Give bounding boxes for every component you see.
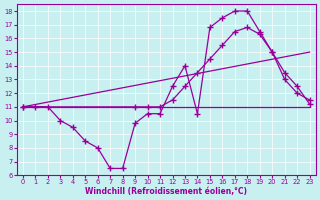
X-axis label: Windchill (Refroidissement éolien,°C): Windchill (Refroidissement éolien,°C) xyxy=(85,187,247,196)
